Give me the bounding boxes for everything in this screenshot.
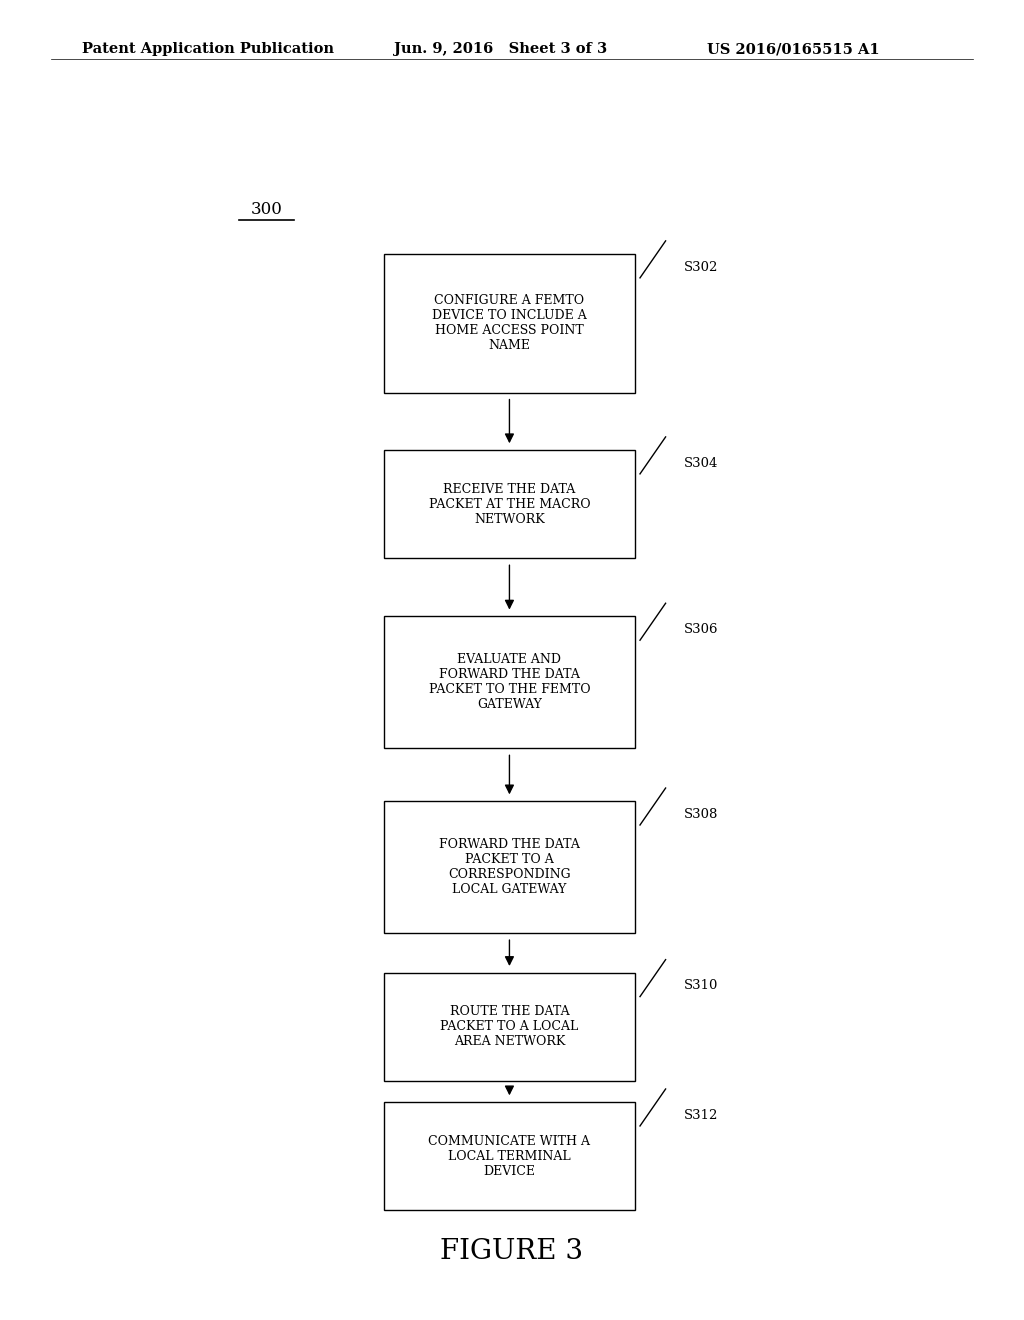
Text: 300: 300: [250, 201, 283, 218]
Text: US 2016/0165515 A1: US 2016/0165515 A1: [707, 42, 880, 57]
Text: COMMUNICATE WITH A
LOCAL TERMINAL
DEVICE: COMMUNICATE WITH A LOCAL TERMINAL DEVICE: [428, 1135, 591, 1177]
Text: CONFIGURE A FEMTO
DEVICE TO INCLUDE A
HOME ACCESS POINT
NAME: CONFIGURE A FEMTO DEVICE TO INCLUDE A HO…: [432, 294, 587, 352]
Text: RECEIVE THE DATA
PACKET AT THE MACRO
NETWORK: RECEIVE THE DATA PACKET AT THE MACRO NET…: [429, 483, 590, 525]
Bar: [384, 973, 635, 1081]
Text: S310: S310: [684, 979, 719, 993]
Text: ROUTE THE DATA
PACKET TO A LOCAL
AREA NETWORK: ROUTE THE DATA PACKET TO A LOCAL AREA NE…: [440, 1006, 579, 1048]
Text: S306: S306: [684, 623, 719, 636]
Text: FORWARD THE DATA
PACKET TO A
CORRESPONDING
LOCAL GATEWAY: FORWARD THE DATA PACKET TO A CORRESPONDI…: [439, 838, 580, 896]
Bar: [384, 1102, 635, 1210]
Bar: [384, 253, 635, 393]
Bar: [384, 801, 635, 933]
Text: Jun. 9, 2016   Sheet 3 of 3: Jun. 9, 2016 Sheet 3 of 3: [394, 42, 607, 57]
Text: S308: S308: [684, 808, 719, 821]
Bar: [384, 450, 635, 558]
Text: S304: S304: [684, 457, 719, 470]
Bar: [384, 616, 635, 748]
Text: FIGURE 3: FIGURE 3: [440, 1238, 584, 1265]
Text: S312: S312: [684, 1109, 719, 1122]
Text: Patent Application Publication: Patent Application Publication: [82, 42, 334, 57]
Text: EVALUATE AND
FORWARD THE DATA
PACKET TO THE FEMTO
GATEWAY: EVALUATE AND FORWARD THE DATA PACKET TO …: [429, 653, 590, 711]
Text: S302: S302: [684, 261, 719, 273]
